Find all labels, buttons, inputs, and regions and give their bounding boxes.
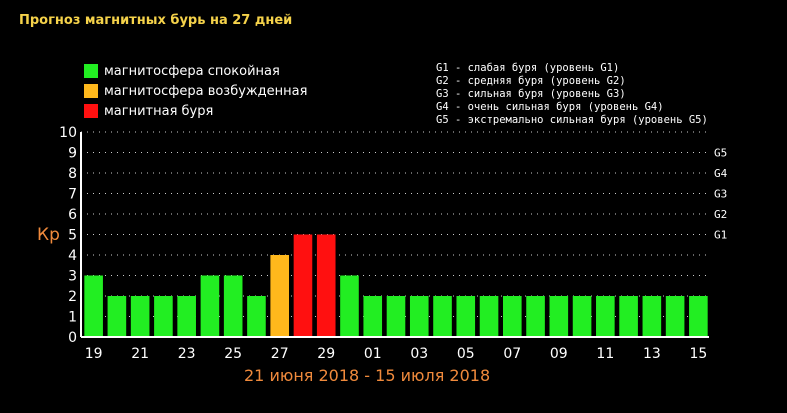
legend: магнитосфера спокойная магнитосфера возб… <box>84 61 307 121</box>
bar <box>154 296 173 337</box>
x-tick-label: 29 <box>317 346 335 362</box>
x-tick-label: 07 <box>503 346 521 362</box>
x-tick-label: 19 <box>85 346 103 362</box>
g-level-legend: G1 - слабая буря (уровень G1) G2 - средн… <box>436 62 708 127</box>
bar <box>107 296 127 337</box>
g-tick-label: G3 <box>714 188 727 201</box>
y-axis-label: Кр <box>37 225 60 245</box>
x-tick-label: 15 <box>689 346 707 362</box>
bar <box>316 234 336 337</box>
y-tick-label: 1 <box>68 310 77 326</box>
bar <box>223 275 243 337</box>
g-level-g4: G4 - очень сильная буря (уровень G4) <box>436 101 664 113</box>
bar <box>479 296 499 337</box>
y-tick-label: 10 <box>59 125 77 141</box>
g-tick-label: G5 <box>714 147 727 160</box>
bar <box>619 296 638 337</box>
y-tick-label: 2 <box>68 289 77 305</box>
x-tick-label: 01 <box>364 346 382 362</box>
g-level-g2: G2 - средняя буря (уровень G2) <box>436 75 626 87</box>
y-tick-label: 6 <box>68 207 77 223</box>
g-tick-label: G4 <box>714 167 728 180</box>
bar <box>177 296 196 337</box>
x-tick-label: 13 <box>643 346 661 362</box>
bar <box>456 296 476 337</box>
g-level-g1: G1 - слабая буря (уровень G1) <box>436 62 620 74</box>
date-range: 21 июня 2018 - 15 июля 2018 <box>244 366 491 385</box>
x-tick-label: 11 <box>596 346 614 362</box>
legend-label-active: магнитосфера возбужденная <box>104 83 308 99</box>
x-tick-label: 21 <box>131 346 149 362</box>
y-tick-label: 5 <box>68 228 77 244</box>
g-level-g5: G5 - экстремально сильная буря (уровень … <box>436 114 708 126</box>
bar <box>409 296 429 337</box>
x-tick-label: 25 <box>224 346 242 362</box>
legend-item-quiet: магнитосфера спокойная <box>84 61 307 81</box>
legend-item-active: магнитосфера возбужденная <box>84 81 307 101</box>
bar <box>270 255 290 337</box>
bar <box>549 296 569 337</box>
bar <box>642 296 662 337</box>
x-tick-label: 09 <box>550 346 568 362</box>
legend-label-quiet: магнитосфера спокойная <box>104 63 280 79</box>
bar <box>433 296 452 337</box>
bar <box>200 275 220 337</box>
g-tick-label: G2 <box>714 208 727 221</box>
y-tick-label: 4 <box>68 248 77 264</box>
bar <box>596 296 615 337</box>
g-tick-label: G1 <box>714 229 727 242</box>
y-tick-label: 0 <box>68 330 77 346</box>
x-tick-label: 23 <box>178 346 196 362</box>
legend-swatch-storm <box>84 104 98 118</box>
bar <box>130 296 150 337</box>
bar <box>340 275 359 337</box>
x-tick-label: 05 <box>457 346 475 362</box>
legend-swatch-active <box>84 84 98 98</box>
bar <box>572 296 592 337</box>
legend-label-storm: магнитная буря <box>104 103 214 119</box>
bar <box>665 296 685 337</box>
legend-swatch-quiet <box>84 64 98 78</box>
bar <box>363 296 383 337</box>
y-tick-label: 7 <box>68 187 77 203</box>
bar <box>386 296 406 337</box>
y-tick-label: 9 <box>68 146 77 162</box>
bar <box>247 296 266 337</box>
legend-item-storm: магнитная буря <box>84 101 307 121</box>
bar <box>293 234 313 337</box>
bar <box>502 296 522 337</box>
chart-title: Прогноз магнитных бурь на 27 дней <box>19 13 293 28</box>
bar <box>689 296 708 337</box>
g-level-g3: G3 - сильная буря (уровень G3) <box>436 88 626 100</box>
x-tick-label: 03 <box>410 346 428 362</box>
bar <box>526 296 545 337</box>
bar <box>84 275 103 337</box>
y-tick-label: 8 <box>68 166 77 182</box>
x-tick-label: 27 <box>271 346 289 362</box>
y-tick-label: 3 <box>68 269 77 285</box>
